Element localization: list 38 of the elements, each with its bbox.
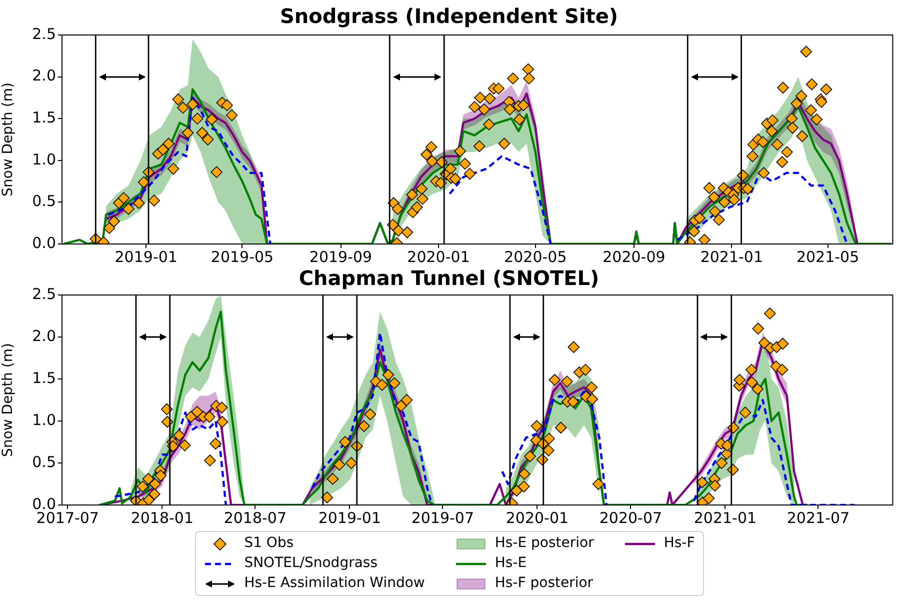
y-tick-label: 2.0	[32, 326, 56, 345]
x-tick-label: 2019-05	[210, 248, 274, 266]
y-axis-title: Snow Depth (m)	[0, 343, 16, 457]
x-tick-label: 2019-09	[309, 248, 372, 266]
chart-title: Snodgrass (Independent Site)	[280, 4, 618, 28]
y-tick-label: 1.5	[32, 108, 56, 126]
y-axis-title: Snow Depth (m)	[0, 82, 16, 196]
x-tick-label: 2020-09	[602, 248, 666, 266]
y-tick-label: 1.5	[32, 368, 56, 387]
legend-label: Hs-E	[494, 554, 527, 573]
y-tick-label: 2.0	[32, 66, 56, 85]
y-tick-label: 2.5	[32, 24, 56, 43]
text: Hs-E posterior	[494, 534, 594, 553]
x-tick-label: 2018-07	[224, 508, 287, 527]
legend-label: SNOTEL/Snodgrass	[244, 554, 378, 573]
legend-label: S1 Obs	[244, 534, 294, 553]
y-tick-label: 0.5	[32, 192, 56, 210]
y-tick-label: 0.0	[32, 234, 56, 252]
y-tick-label: 0.5	[32, 452, 56, 471]
x-tick-label: 2021-05	[796, 248, 860, 266]
x-tick-label: 2020-05	[504, 248, 567, 266]
x-tick-label: 2019-07	[411, 508, 474, 527]
y-tick-label: 1.0	[32, 410, 56, 429]
x-tick-label: 2020-01	[407, 248, 470, 266]
legend-label: Hs-E Assimilation Window	[244, 574, 425, 593]
x-tick-label: 2020-01	[506, 508, 569, 527]
x-tick-label: 2019-01	[318, 508, 382, 527]
x-tick-label: 2018-01	[130, 508, 194, 527]
y-tick-label: 2.5	[32, 284, 56, 303]
y-tick-label: 1.0	[32, 150, 56, 168]
text: Hs-F posterior	[494, 574, 594, 593]
x-tick-label: 2021-01	[700, 248, 764, 266]
x-tick-label: 2021-01	[694, 508, 757, 527]
x-tick-label: 2021-07	[786, 508, 850, 527]
x-tick-label: 2019-01	[114, 248, 178, 266]
chart-title: Chapman Tunnel (SNOTEL)	[298, 266, 600, 290]
legend-label: Hs-F	[664, 534, 695, 553]
x-tick-label: 2020-07	[599, 508, 662, 527]
